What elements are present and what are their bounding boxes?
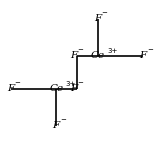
Text: −: −	[102, 10, 108, 16]
Text: F: F	[70, 84, 78, 93]
Text: Ce: Ce	[91, 51, 105, 60]
Text: F: F	[53, 121, 60, 130]
Text: Ce: Ce	[49, 84, 63, 93]
Text: 3+: 3+	[107, 48, 118, 54]
Text: −: −	[15, 80, 20, 86]
Text: 3+: 3+	[66, 81, 76, 87]
Text: −: −	[60, 117, 66, 123]
Text: −: −	[77, 80, 83, 86]
Text: F: F	[70, 51, 78, 60]
Text: F: F	[94, 14, 102, 23]
Text: −: −	[77, 47, 83, 53]
Text: F: F	[7, 84, 15, 93]
Text: −: −	[147, 47, 153, 53]
Text: F: F	[140, 51, 147, 60]
